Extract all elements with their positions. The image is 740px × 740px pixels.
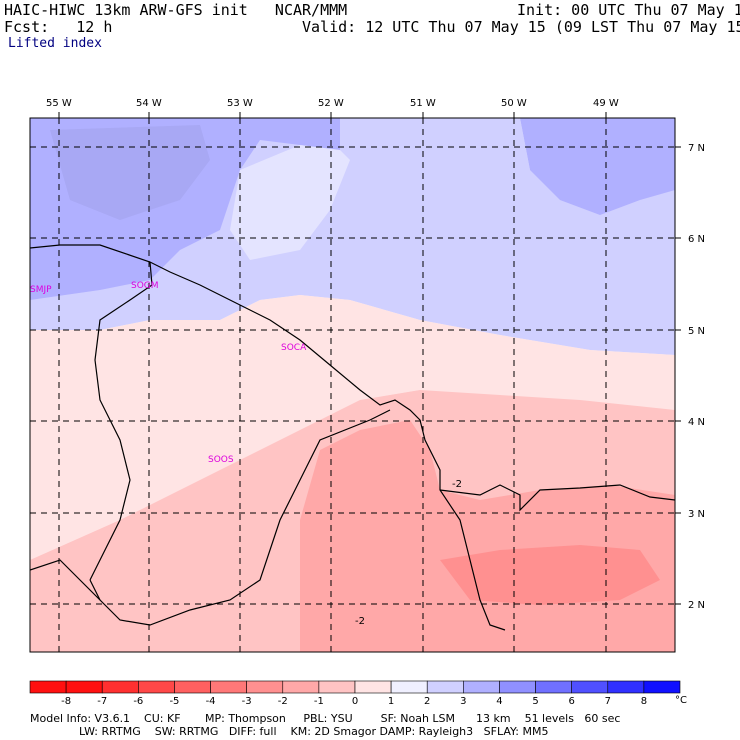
colorbar-swatch [138, 680, 175, 694]
colorbar-tick-label: -1 [314, 696, 324, 707]
colorbar-tick-label: 4 [496, 696, 502, 707]
colorbar-tick-label: -5 [169, 696, 179, 707]
colorbar-swatch [463, 680, 500, 694]
colorbar-swatch [499, 680, 536, 694]
colorbar-tick-label: 0 [352, 696, 358, 707]
lat-label-7n: 7 N [688, 143, 705, 154]
colorbar-swatch [571, 680, 609, 694]
colorbar-swatch [318, 680, 356, 694]
lat-label-6n: 6 N [688, 234, 705, 245]
station-soos: SOOS [208, 455, 234, 465]
axis-ticks [58, 112, 681, 605]
colorbar-unit: °C [675, 695, 687, 706]
colorbar-tick-label: -3 [242, 696, 252, 707]
station-smjp: SMJP [30, 285, 52, 295]
map-border [29, 117, 676, 653]
map-title: HAIC-HIWC 13km ARW-GFS init NCAR/MMM [4, 1, 348, 19]
shaded-field [30, 118, 675, 652]
contour-label: -2 [355, 616, 365, 627]
colorbar-swatch [426, 680, 464, 694]
lon-label-51w: 51 W [410, 98, 436, 109]
lat-label-2n: 2 N [688, 600, 705, 611]
lat-label-3n: 3 N [688, 509, 705, 520]
model-info-line2: LW: RRTMG SW: RRTMG DIFF: full KM: 2D Sm… [30, 725, 549, 738]
colorbar-tick-label: -4 [206, 696, 216, 707]
contour-label: -2 [452, 479, 462, 490]
field-name: Lifted index [8, 36, 102, 51]
lon-label-55w: 55 W [46, 98, 72, 109]
colorbar-swatch [390, 680, 428, 694]
valid-time: Valid: 12 UTC Thu 07 May 15 (09 LST Thu … [302, 18, 740, 36]
colorbar-tick-label: 5 [532, 696, 538, 707]
forecast-hour: Fcst: 12 h [4, 18, 113, 36]
colorbar-tick-label: 2 [424, 696, 430, 707]
colorbar-tick-label: 8 [641, 696, 647, 707]
colorbar-tick-label: -7 [97, 696, 107, 707]
colorbar-swatch [354, 680, 392, 694]
colorbar-swatch [535, 680, 572, 694]
colorbar-swatch [101, 680, 139, 694]
colorbar-swatch [210, 680, 247, 694]
colorbar-tick-label: 1 [388, 696, 394, 707]
colorbar-swatch [174, 680, 211, 694]
lat-label-4n: 4 N [688, 417, 705, 428]
colorbar-swatch [607, 680, 645, 694]
colorbar-tick-label: 6 [568, 696, 574, 707]
colorbar: -8 -7 -6 -5 -4 -3 -2 -1 0 1 2 3 4 5 6 7 8 [29, 680, 681, 707]
colorbar-swatch [282, 680, 320, 694]
colorbar-swatch [29, 680, 67, 694]
lat-lon-grid [30, 118, 675, 652]
colorbar-swatch [246, 680, 284, 694]
station-sogm: SOGM [131, 281, 159, 291]
lon-label-54w: 54 W [136, 98, 162, 109]
colorbar-tick-label: 3 [460, 696, 466, 707]
colorbar-swatch [643, 680, 681, 694]
station-soca: SOCA [281, 343, 307, 353]
colorbar-tick-label: -8 [61, 696, 71, 707]
colorbar-tick-label: 7 [605, 696, 611, 707]
lon-label-49w: 49 W [593, 98, 619, 109]
lon-label-53w: 53 W [227, 98, 253, 109]
colorbar-tick-label: -2 [278, 696, 288, 707]
lat-label-5n: 5 N [688, 326, 705, 337]
coastline [30, 244, 675, 631]
init-time: Init: 00 UTC Thu 07 May 15 [517, 1, 740, 19]
lon-label-50w: 50 W [501, 98, 527, 109]
lon-label-52w: 52 W [318, 98, 344, 109]
colorbar-tick-label: -6 [133, 696, 143, 707]
colorbar-swatch [65, 680, 103, 694]
model-info-line1: Model Info: V3.6.1 CU: KF MP: Thompson P… [30, 712, 621, 725]
